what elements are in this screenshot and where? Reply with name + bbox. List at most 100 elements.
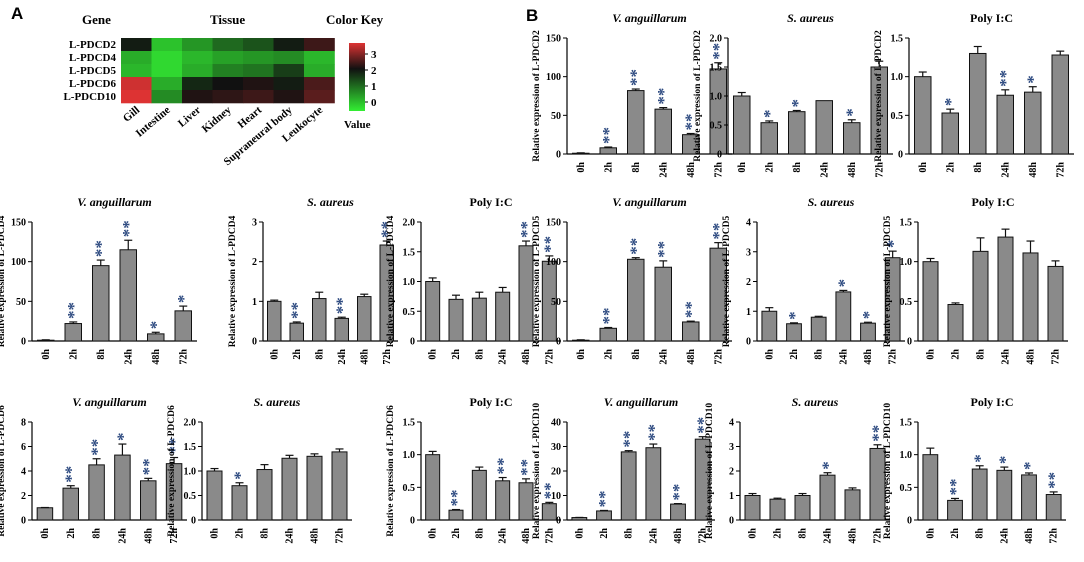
x-tick-label: 48h xyxy=(310,528,321,544)
bar xyxy=(289,322,304,342)
y-tick-label: 150 xyxy=(11,218,26,229)
y-tick-label: 1.5 xyxy=(710,63,723,74)
x-tick-label: 0h xyxy=(764,349,775,360)
y-tick-label: 2.0 xyxy=(403,218,416,229)
bar xyxy=(281,457,298,521)
y-tick-label: 0.5 xyxy=(184,491,197,502)
bar xyxy=(733,95,751,155)
y-tick-label: 4 xyxy=(729,418,734,429)
x-tick-label: 2h xyxy=(945,162,956,173)
chart-title: V. anguillarum xyxy=(612,195,686,209)
bar xyxy=(114,454,131,521)
heatmap-cell xyxy=(212,90,244,104)
significance-marker: ** xyxy=(540,236,559,253)
significance-marker: ** xyxy=(620,431,639,448)
heatmap-cell xyxy=(182,90,213,104)
y-tick-label: 0 xyxy=(21,337,26,348)
bar xyxy=(843,122,861,155)
color-key-tick-label: 0 xyxy=(371,97,377,109)
x-tick-label: 48h xyxy=(1028,162,1039,178)
y-tick-label: 1.0 xyxy=(900,257,913,268)
significance-marker: ** xyxy=(517,221,536,238)
y-tick-label: 0 xyxy=(746,337,751,348)
significance-marker: ** xyxy=(654,241,673,258)
significance-marker: * xyxy=(174,295,193,304)
y-tick-label: 4 xyxy=(746,218,751,229)
bar xyxy=(1021,474,1037,521)
bar xyxy=(140,480,157,521)
y-tick-label: 1.5 xyxy=(403,418,416,429)
y-tick-label: 2.0 xyxy=(710,34,723,45)
x-tick-label: 2h xyxy=(951,349,962,360)
bar xyxy=(794,495,811,521)
heatmap-cell xyxy=(151,77,183,91)
heatmap-cell xyxy=(304,77,335,91)
bar xyxy=(810,316,827,342)
x-tick-label: 48h xyxy=(143,528,154,544)
heatmap-cell xyxy=(121,51,152,65)
y-tick-label: 1.0 xyxy=(710,92,723,103)
x-tick-label: 24h xyxy=(117,528,128,544)
bar-chart-5: S. aureus 0 1 2 3 Relative expression of L-PD… xyxy=(228,195,398,365)
x-tick-label: 0h xyxy=(574,528,585,539)
bar-chart-4: V. anguillarum 0 50 100 150 Relative expressi… xyxy=(0,195,197,365)
x-tick-label: 24h xyxy=(658,349,669,365)
bar xyxy=(761,310,778,342)
y-tick-label: 0 xyxy=(556,516,561,527)
x-tick-label: 24h xyxy=(648,528,659,544)
y-tick-label: 1.0 xyxy=(403,450,416,461)
significance-marker: ** xyxy=(595,490,614,507)
heatmap-header-color-key: Color Key xyxy=(326,12,384,27)
bar xyxy=(744,495,761,521)
significance-marker: ** xyxy=(119,220,138,237)
heatmap-cell xyxy=(304,51,335,65)
bar xyxy=(518,245,534,342)
y-tick-label: 50 xyxy=(16,297,26,308)
x-tick-label: 0h xyxy=(428,528,439,539)
significance-marker: ** xyxy=(627,69,646,86)
bar xyxy=(88,464,105,521)
significance-marker: * xyxy=(859,311,878,320)
x-tick-label: 48h xyxy=(686,349,697,365)
significance-marker: ** xyxy=(682,301,701,318)
x-tick-label: 24h xyxy=(123,349,134,365)
heatmap-cell xyxy=(243,77,274,91)
bar xyxy=(448,509,464,521)
heatmap-cell xyxy=(121,38,152,52)
x-tick-label: 0h xyxy=(576,349,587,360)
bar xyxy=(518,482,534,521)
y-axis-label: Relative expression of L-PDCD10 xyxy=(883,403,893,539)
bar xyxy=(645,447,662,521)
x-tick-label: 8h xyxy=(96,349,107,360)
x-tick-label: 0h xyxy=(926,349,937,360)
y-tick-label: 0.5 xyxy=(900,297,913,308)
y-tick-label: 150 xyxy=(546,34,561,45)
significance-marker: ** xyxy=(654,88,673,105)
significance-marker: ** xyxy=(88,439,107,456)
heatmap-cell xyxy=(243,64,274,78)
x-tick-label: 72h xyxy=(544,349,555,365)
color-key-bar xyxy=(349,43,365,111)
bar xyxy=(1047,265,1064,342)
bar xyxy=(1051,54,1069,155)
bar-chart-15: Poly I:C 0 0.5 1.0 1.5 Relative expression of… xyxy=(883,395,1066,544)
y-axis-label: Relative expression of L-PDCD5 xyxy=(883,216,893,348)
bar xyxy=(119,249,137,342)
y-tick-label: 0 xyxy=(907,516,912,527)
heatmap-cell xyxy=(212,51,244,65)
x-tick-label: 72h xyxy=(874,162,885,178)
bar xyxy=(670,503,686,521)
bar xyxy=(972,250,989,342)
bar-chart-3: Poly I:C 0 0.5 1.0 1.5 Relative expression of… xyxy=(874,11,1074,178)
heatmap-tissue-label: Gill xyxy=(121,104,142,125)
bar-chart-14: S. aureus 0 1 2 3 4 Relative expression of L-P… xyxy=(705,395,890,544)
y-tick-label: 1.0 xyxy=(403,277,416,288)
chart-title: Poly I:C xyxy=(470,395,513,409)
x-tick-label: 48h xyxy=(863,349,874,365)
bar xyxy=(495,291,511,342)
x-tick-label: 8h xyxy=(92,528,103,539)
x-tick-label: 24h xyxy=(285,528,296,544)
y-tick-label: 1.0 xyxy=(891,72,904,83)
bar xyxy=(425,281,441,342)
